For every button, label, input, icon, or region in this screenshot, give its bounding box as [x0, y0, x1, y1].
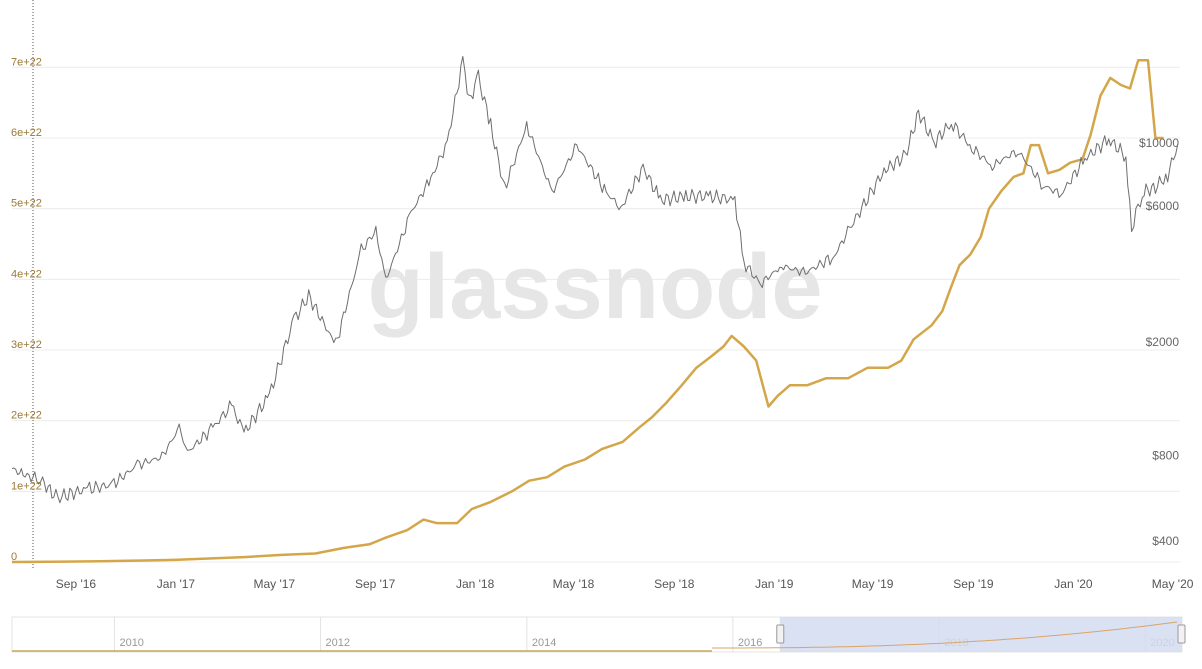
x-tick-label: Jan '20 [1054, 577, 1093, 591]
y-left-tick-label: 4e+22 [11, 268, 42, 280]
y-right-tick-label: $800 [1152, 448, 1179, 462]
x-tick-label: Sep '16 [56, 577, 97, 591]
x-tick-label: May '19 [852, 577, 894, 591]
x-tick-label: May '17 [253, 577, 295, 591]
x-tick-label: May '20 [1152, 577, 1194, 591]
y-left-tick-label: 1e+22 [11, 480, 42, 492]
x-tick-label: Sep '17 [355, 577, 396, 591]
difficulty-line [11, 59, 1164, 564]
y-left-tick-label: 7e+22 [11, 56, 42, 68]
y-left-tick-label: 2e+22 [11, 410, 42, 422]
x-tick-label: Jan '19 [755, 577, 794, 591]
x-tick-label: Sep '18 [654, 577, 695, 591]
navigator-series-line [712, 621, 1178, 649]
grid-lines [12, 66, 1180, 563]
navigator-year-label: 2012 [326, 637, 350, 649]
series-layer [11, 55, 1178, 564]
price-line [11, 55, 1178, 504]
y-left-tick-label: 3e+22 [11, 339, 42, 351]
y-left-tick-label: 6e+22 [11, 127, 42, 139]
right-axis: $400 $800 $2000 $6000 $10000 [1139, 136, 1179, 548]
navigator-left-handle[interactable] [776, 624, 785, 644]
x-tick-label: Sep '19 [953, 577, 994, 591]
x-tick-label: Jan '17 [157, 577, 196, 591]
x-tick-label: Jan '18 [456, 577, 495, 591]
navigator-year-label: 2014 [532, 637, 556, 649]
navigator[interactable]: 201020122014201620182020 [11, 616, 1186, 653]
glassnode-watermark: glassnode [367, 236, 822, 338]
left-axis: 0 1e+22 2e+22 3e+22 4e+22 5e+22 6e+22 7e+22 [11, 56, 42, 563]
y-left-tick-label: 5e+22 [11, 198, 42, 210]
y-left-tick-label: 0 [11, 551, 17, 563]
navigator-year-label: 2010 [119, 637, 143, 649]
y-right-tick-label: $10000 [1139, 136, 1179, 150]
x-axis: Sep '16 Jan '17 May '17 Sep '17 Jan '18 May '… [56, 577, 1194, 591]
y-right-tick-label: $6000 [1146, 199, 1180, 213]
navigator-year-label: 2016 [738, 637, 762, 649]
navigator-right-handle[interactable] [1177, 624, 1186, 644]
y-right-tick-label: $2000 [1146, 335, 1180, 349]
y-right-tick-label: $400 [1152, 534, 1179, 548]
x-tick-label: May '18 [553, 577, 595, 591]
